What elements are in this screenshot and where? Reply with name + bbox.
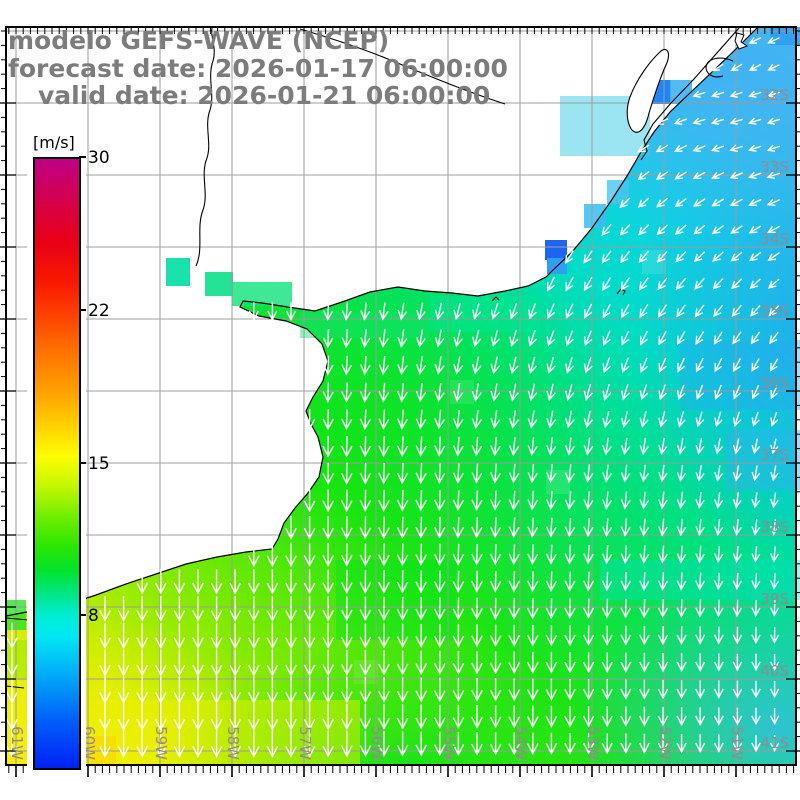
colorbar-tick [79,308,86,311]
lon-label: 55W [440,726,458,760]
lat-label: 35S [760,302,789,320]
lon-label: 51W [728,726,746,760]
lat-label: 32S [760,86,789,104]
wind-arrows [6,36,781,758]
lon-label: 56W [368,726,386,760]
colorbar-tick [79,156,86,158]
lat-label: 41S [760,734,789,752]
lon-label: 58W [224,726,242,760]
colorbar-tick-label: 8 [88,606,99,627]
colorbar-tick-label: 30 [88,148,110,168]
lat-label: 36S [760,374,789,392]
lon-label: 52W [656,726,674,760]
lon-label: 53W [584,726,602,760]
lat-label: 38S [760,518,789,536]
valid-date: valid date: 2026-01-21 06:00:00 [38,81,491,110]
map-frame [5,26,797,766]
lon-label: 57W [296,726,314,760]
lat-label: 40S [760,662,789,680]
colorbar-tick-label: 22 [88,300,110,321]
colorbar-tick-label: 15 [88,453,110,474]
lat-label: 37S [760,446,789,464]
colorbar [33,157,81,770]
lat-label: 39S [760,590,789,608]
colorbar-tick [79,614,86,617]
colorbar-tick [79,461,86,464]
lon-label: 61W [8,726,26,760]
lon-label: 59W [152,726,170,760]
lon-label: 54W [512,726,530,760]
lat-label: 33S [760,158,789,176]
lat-label: 34S [760,230,789,248]
colorbar-unit-label: [m/s] [33,133,75,152]
model-title: modelo GEFS-WAVE (NCEP) [8,26,390,55]
forecast-date: forecast date: 2026-01-17 06:00:00 [8,54,508,83]
